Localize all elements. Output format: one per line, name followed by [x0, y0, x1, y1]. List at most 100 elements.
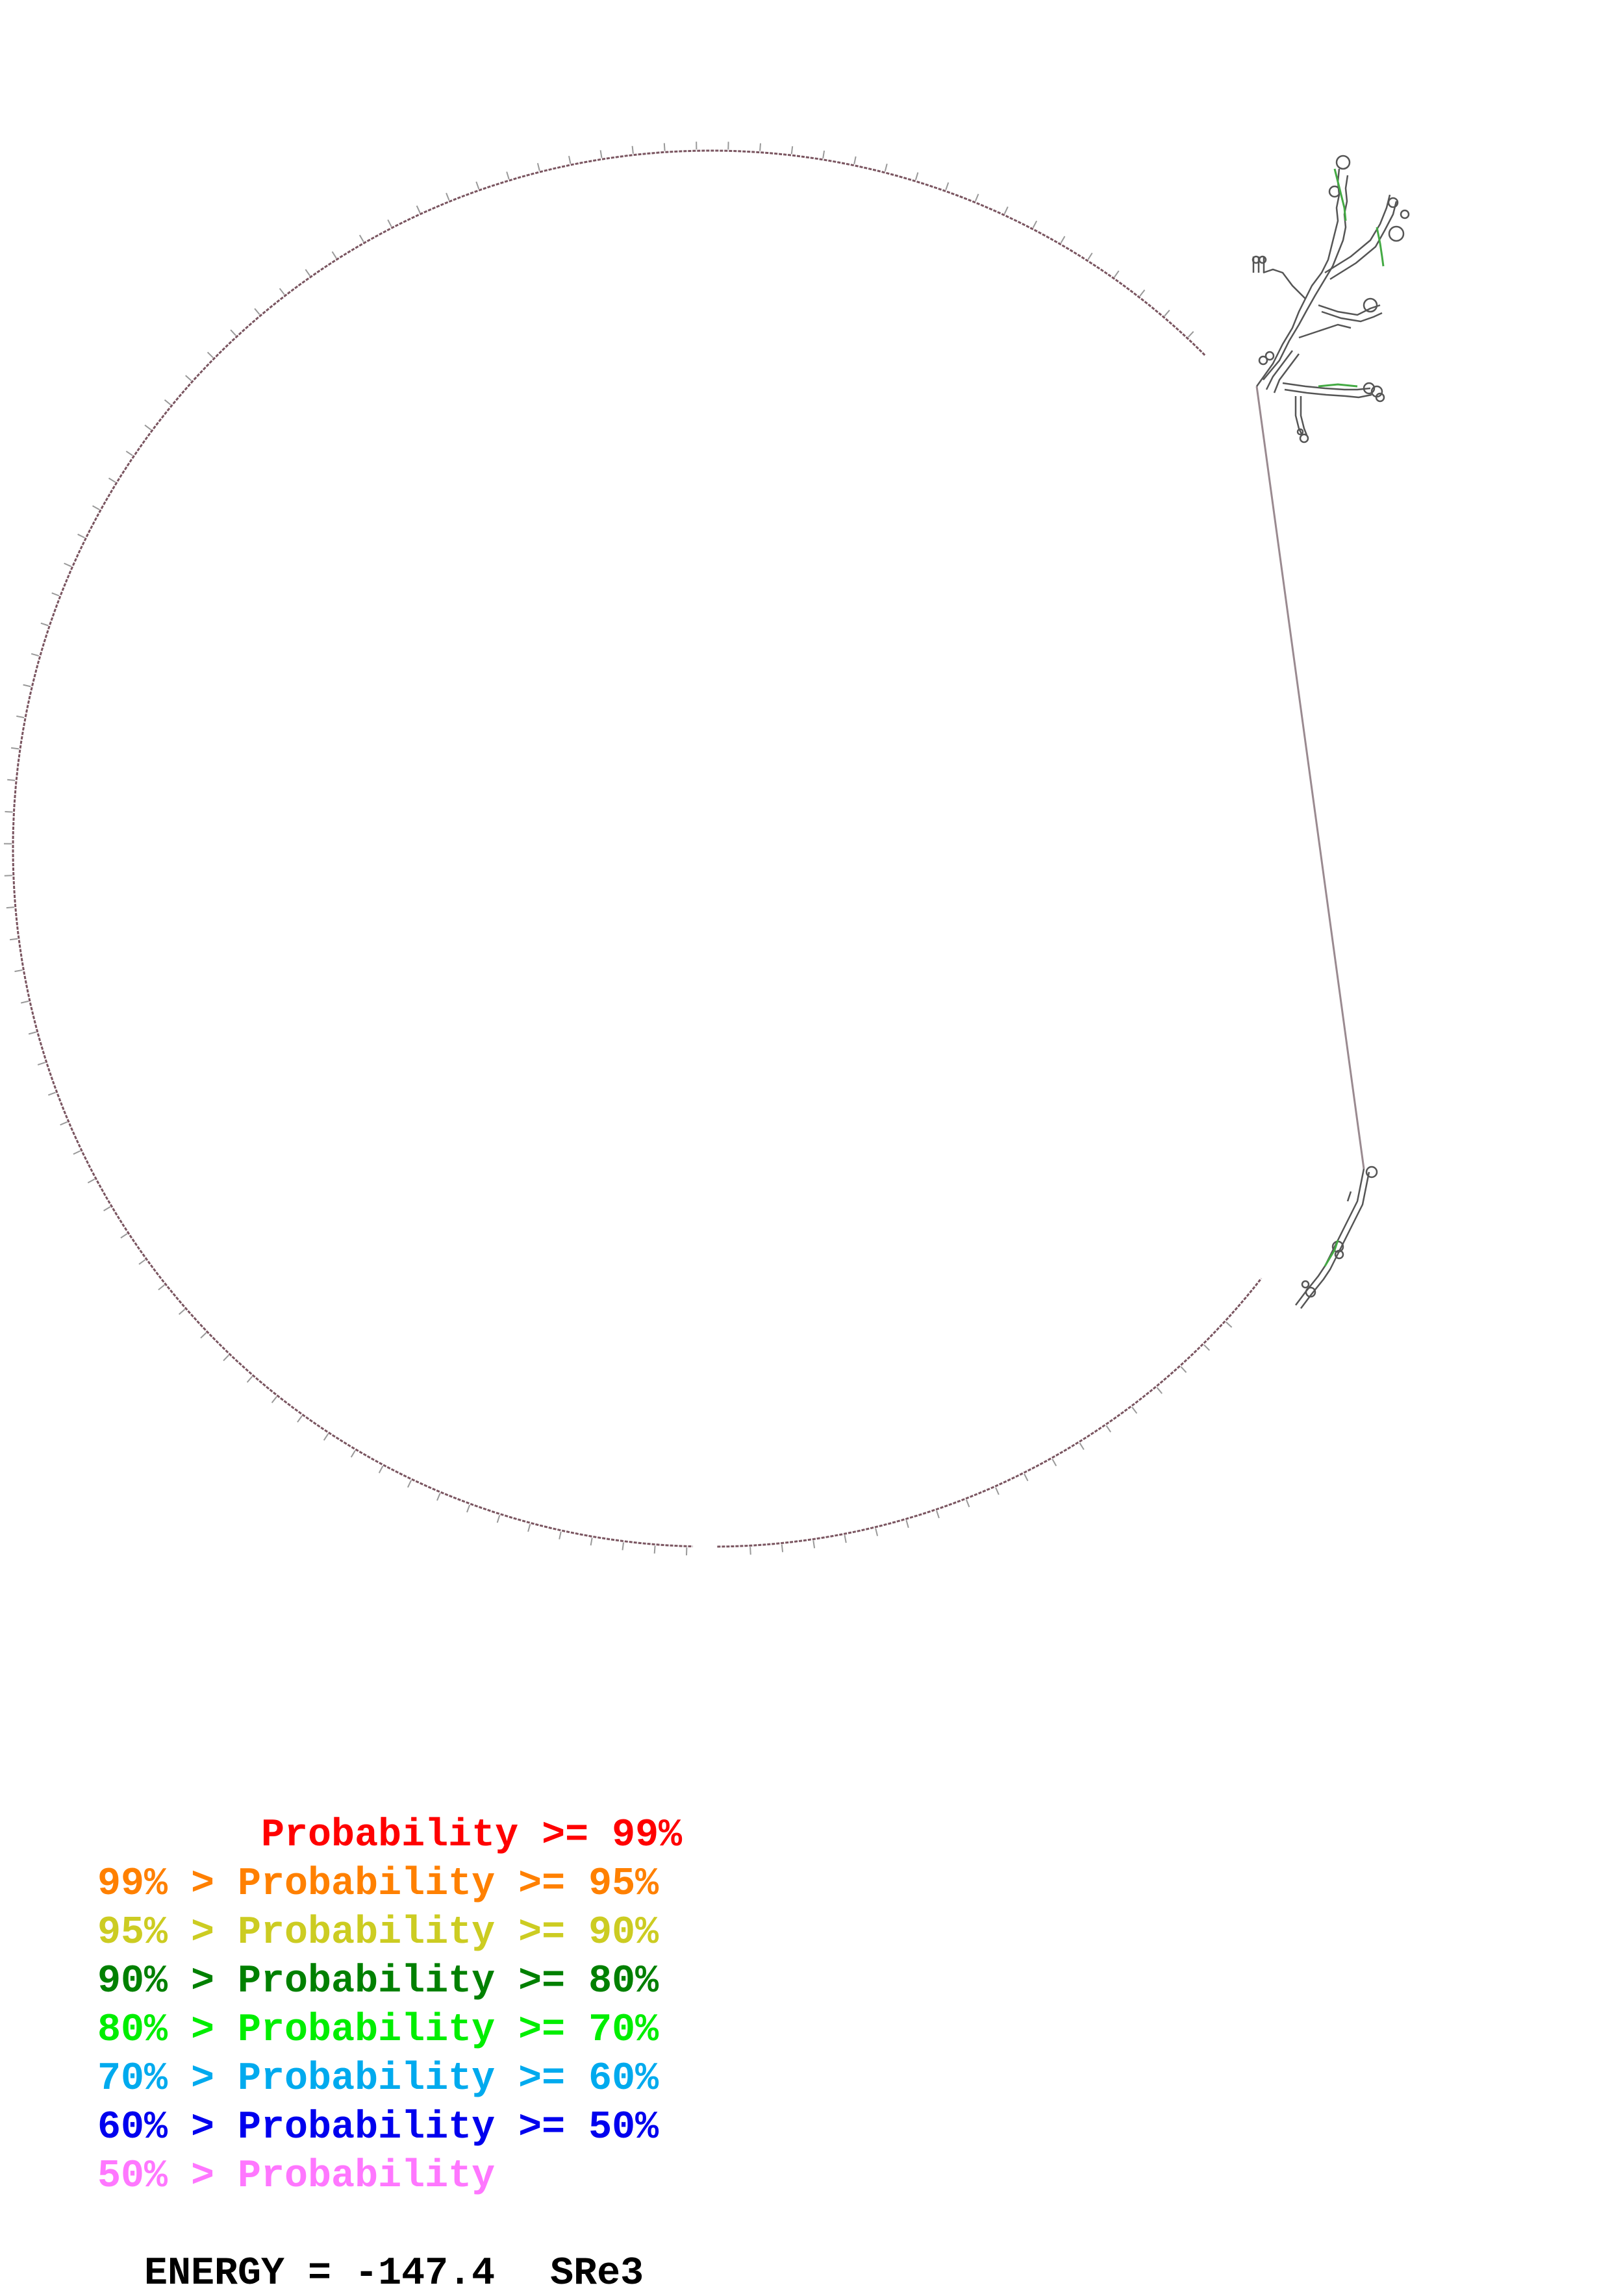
nucleotide-tick [31, 654, 39, 656]
nucleotide-tick [351, 1451, 355, 1457]
nucleotide-tick [907, 1520, 909, 1528]
nucleotide-tick [476, 182, 479, 189]
nucleotide-ticks [4, 142, 1232, 1555]
nucleotide-tick [1164, 310, 1170, 316]
nucleotide-tick [528, 1524, 530, 1532]
nucleotide-tick [223, 1355, 229, 1361]
nucleotide-tick [623, 1543, 624, 1551]
nucleotide-tick [946, 182, 948, 190]
nucleotide-tick [10, 939, 18, 940]
legend-item-prob-95: 99% > Probability >= 95% [97, 1860, 659, 1909]
nucleotide-tick [875, 1529, 877, 1536]
nucleotide-tick [104, 1207, 110, 1211]
nucleotide-tick [38, 1062, 45, 1065]
nucleotide-tick [64, 564, 71, 567]
nucleotide-tick [78, 534, 85, 538]
nucleotide-tick [417, 206, 420, 213]
nucleotide-tick [467, 1505, 470, 1512]
nucleotide-tick [1088, 253, 1092, 260]
nucleotide-tick [165, 400, 171, 405]
nucleotide-tick [1033, 221, 1037, 228]
nucleotide-tick [601, 150, 602, 158]
upper-right-structure-cluster [1253, 156, 1409, 442]
nucleotide-tick [1052, 1459, 1056, 1466]
nucleotide-tick [5, 875, 12, 876]
nucleotide-tick [139, 1260, 145, 1264]
nucleotide-tick [664, 143, 665, 151]
nucleotide-tick [379, 1466, 383, 1473]
legend-item-prob-99: Probability >= 99% [97, 1812, 682, 1860]
nucleotide-tick [446, 193, 449, 200]
nucleotide-tick [1226, 1322, 1232, 1327]
nucleotide-tick [437, 1493, 440, 1501]
nucleotide-tick [280, 288, 284, 295]
nucleotide-tick [231, 330, 236, 336]
nucleotide-tick [937, 1511, 939, 1518]
nucleotide-tick [1080, 1443, 1084, 1449]
nucleotide-tick [324, 1434, 329, 1440]
nucleotide-tick [1189, 332, 1194, 338]
nucleotide-tick [29, 1032, 36, 1034]
long-range-connection [1257, 386, 1364, 1169]
nucleotide-tick [158, 1285, 164, 1290]
nucleotide-tick [41, 623, 48, 626]
legend-item-prob-90: 95% > Probability >= 90% [97, 1909, 659, 1958]
nucleotide-tick [1005, 206, 1008, 214]
nucleotide-tick [1024, 1474, 1027, 1481]
nucleotide-tick [88, 1179, 95, 1183]
nucleotide-tick [93, 506, 100, 510]
nucleotide-tick [507, 172, 509, 180]
nucleotide-tick [1204, 1345, 1209, 1351]
nucleotide-tick [845, 1535, 846, 1543]
legend-item-prob-below-50: 50% > Probability [97, 2152, 495, 2201]
nucleotide-tick [186, 375, 192, 381]
nucleotide-tick [1061, 236, 1065, 243]
nucleotide-tick [916, 173, 918, 181]
nucleotide-tick [6, 907, 14, 908]
legend-item-prob-50: 60% > Probability >= 50% [97, 2104, 659, 2152]
nucleotide-tick [15, 970, 23, 971]
nucleotide-tick [1181, 1367, 1186, 1373]
nucleotide-tick [854, 156, 856, 164]
nucleotide-tick [21, 1001, 29, 1003]
nucleotide-tick [538, 163, 540, 171]
structure-name: SRe3 [550, 2252, 644, 2296]
nucleotide-tick [1114, 271, 1119, 277]
nucleotide-tick [272, 1397, 277, 1403]
nucleotide-tick [996, 1488, 999, 1495]
nucleotide-tick [559, 1532, 561, 1540]
nucleotide-tick [126, 451, 132, 456]
nucleotide-tick [569, 156, 570, 164]
rna-secondary-structure-diagram [0, 0, 1610, 1688]
nucleotide-tick [966, 1500, 969, 1507]
nucleotide-tick [760, 144, 761, 151]
nucleotide-tick [121, 1234, 127, 1238]
legend-item-prob-70: 80% > Probability >= 70% [97, 2006, 659, 2055]
legend-item-prob-80: 90% > Probability >= 80% [97, 1958, 659, 2006]
backbone-circle-arc [13, 151, 1261, 1547]
nucleotide-tick [813, 1540, 814, 1548]
nucleotide-tick [60, 1122, 68, 1125]
nucleotide-tick [305, 269, 310, 276]
nucleotide-tick [1157, 1388, 1163, 1393]
nucleotide-tick [333, 252, 336, 258]
nucleotide-tick [16, 716, 24, 718]
nucleotide-tick [11, 748, 19, 749]
nucleotide-tick [408, 1480, 411, 1488]
nucleotide-tick [73, 1151, 81, 1154]
nucleotide-tick [109, 478, 116, 482]
nucleotide-tick [208, 352, 214, 357]
nucleotide-tick [885, 164, 887, 171]
nucleotide-tick [179, 1309, 185, 1314]
nucleotide-tick [297, 1416, 302, 1423]
nucleotide-tick [823, 151, 824, 158]
nucleotide-tick [201, 1332, 207, 1338]
nucleotide-tick [23, 685, 31, 687]
legend-item-prob-60: 70% > Probability >= 60% [97, 2055, 659, 2104]
nucleotide-tick [247, 1377, 253, 1382]
backbone-arc-segment [13, 151, 1205, 1547]
lower-right-structure-cluster [1296, 1167, 1377, 1308]
backbone-arc-segment [717, 1279, 1261, 1547]
nucleotide-tick [1132, 1407, 1137, 1414]
